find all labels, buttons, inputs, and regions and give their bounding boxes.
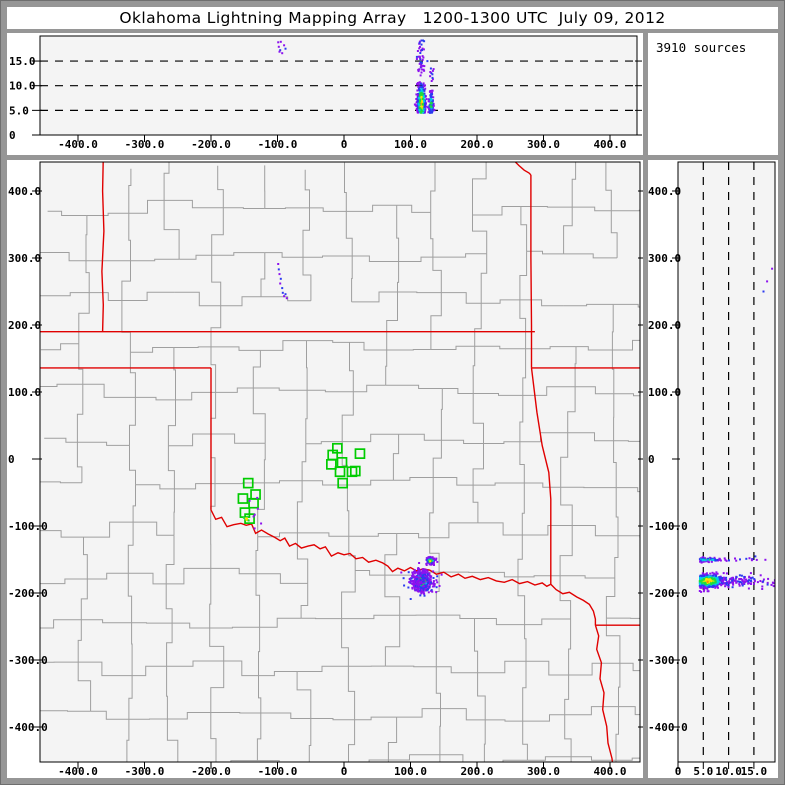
title-bar: Oklahoma Lightning Mapping Array 1200-13… — [7, 7, 778, 29]
lma-stations — [237, 442, 366, 524]
svg-text:200.0: 200.0 — [460, 138, 493, 151]
map-panel: -400.0 -300.0 -200.0 -100.0 0 100.0 200.0 300.0… — [7, 160, 643, 778]
svg-text:0: 0 — [675, 765, 682, 778]
svg-text:300.0: 300.0 — [527, 138, 560, 151]
svg-text:100.0: 100.0 — [394, 765, 427, 778]
lma-station-marker — [349, 465, 361, 477]
svg-text:-200.0: -200.0 — [8, 587, 48, 600]
svg-text:400.0: 400.0 — [648, 185, 681, 198]
svg-text:-400.0: -400.0 — [648, 721, 688, 734]
ew-altitude-points — [277, 39, 436, 114]
svg-text:400.0: 400.0 — [593, 765, 626, 778]
svg-text:-300.0: -300.0 — [648, 654, 688, 667]
svg-text:-300.0: -300.0 — [125, 765, 165, 778]
svg-text:-200.0: -200.0 — [648, 587, 688, 600]
sources-count-label: 3910 sources — [656, 40, 747, 55]
lma-station-marker — [248, 497, 259, 509]
svg-text:200.0: 200.0 — [648, 319, 681, 332]
svg-text:-300.0: -300.0 — [125, 138, 165, 151]
svg-text:0: 0 — [648, 453, 655, 466]
svg-text:400.0: 400.0 — [8, 185, 41, 198]
lma-station-marker — [326, 459, 337, 470]
svg-text:-100.0: -100.0 — [258, 765, 298, 778]
svg-text:0: 0 — [341, 765, 348, 778]
page-title: Oklahoma Lightning Mapping Array 1200-13… — [119, 9, 666, 27]
svg-text:-100.0: -100.0 — [258, 138, 298, 151]
lma-station-marker — [242, 477, 254, 489]
lma-station-marker — [337, 477, 349, 489]
altitude-ns-panel: 0 5.0 10.0 15.0 400.0 300.0 200.0 100.0 0 -100.0 -… — [648, 160, 778, 778]
svg-text:100.0: 100.0 — [394, 138, 427, 151]
svg-text:200.0: 200.0 — [460, 765, 493, 778]
svg-text:15.0: 15.0 — [9, 55, 36, 68]
svg-text:-200.0: -200.0 — [191, 138, 231, 151]
svg-text:200.0: 200.0 — [8, 319, 41, 332]
svg-text:300.0: 300.0 — [8, 252, 41, 265]
ns-altitude-plot: 0 5.0 10.015.0 400.0 300.0 200.0 100.0 0 -100.0 -… — [648, 161, 776, 778]
state-borders — [40, 162, 640, 762]
sources-box: 3910 sources — [648, 33, 778, 155]
lightning-sources — [242, 263, 443, 600]
lma-station-marker — [334, 466, 346, 478]
plan-view-map: -400.0 -300.0 -200.0 -100.0 0 100.0 200.0 300.0… — [8, 161, 643, 778]
svg-text:0: 0 — [9, 129, 16, 142]
lma-station-marker — [354, 448, 366, 459]
svg-text:5.0: 5.0 — [9, 104, 29, 117]
svg-text:-300.0: -300.0 — [8, 654, 48, 667]
svg-text:5.0: 5.0 — [693, 765, 713, 778]
svg-text:100.0: 100.0 — [8, 386, 41, 399]
svg-text:0: 0 — [8, 453, 15, 466]
svg-text:-100.0: -100.0 — [648, 520, 688, 533]
svg-text:-400.0: -400.0 — [58, 138, 98, 151]
svg-text:10.0: 10.0 — [9, 80, 36, 93]
svg-text:-400.0: -400.0 — [8, 721, 48, 734]
ns-altitude-points — [698, 267, 775, 593]
svg-text:0: 0 — [341, 138, 348, 151]
svg-text:-100.0: -100.0 — [8, 520, 48, 533]
svg-text:400.0: 400.0 — [593, 138, 626, 151]
svg-text:300.0: 300.0 — [527, 765, 560, 778]
altitude-ew-panel: -400.0 -300.0 -200.0 -100.0 0 100.0 200.0 300.0… — [7, 33, 643, 155]
county-boundaries — [40, 162, 640, 762]
svg-text:10.0: 10.0 — [715, 765, 742, 778]
ew-altitude-plot: -400.0 -300.0 -200.0 -100.0 0 100.0 200.0 300.0… — [9, 35, 642, 151]
svg-text:-200.0: -200.0 — [191, 765, 231, 778]
svg-text:100.0: 100.0 — [648, 386, 681, 399]
svg-text:300.0: 300.0 — [648, 252, 681, 265]
lma-station-marker — [237, 493, 249, 504]
svg-text:15.0: 15.0 — [741, 765, 768, 778]
svg-text:-400.0: -400.0 — [58, 765, 98, 778]
